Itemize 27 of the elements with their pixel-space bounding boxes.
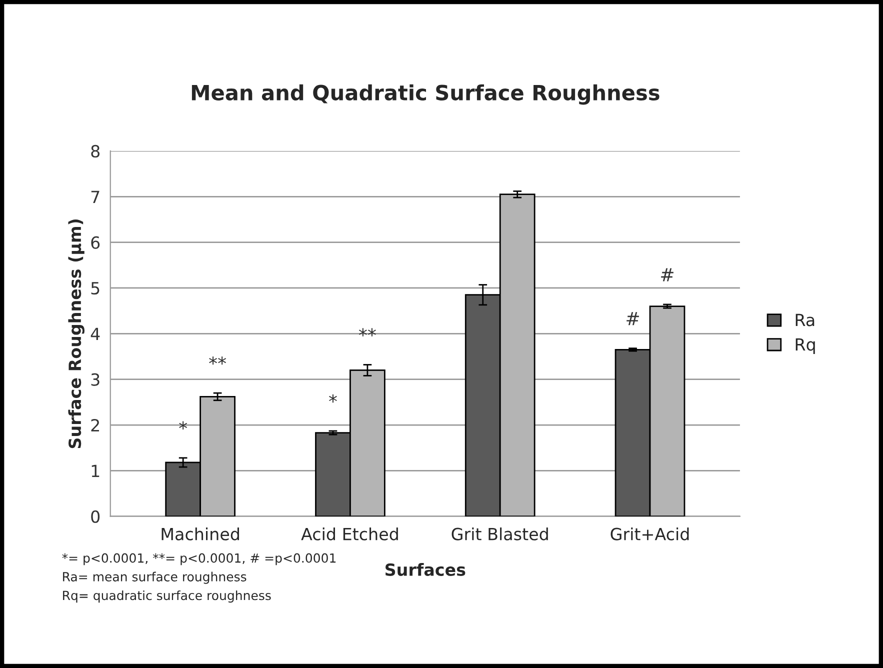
x-tick-label: Grit Blasted [452,527,548,540]
y-tick-label: 8 [91,144,100,158]
legend-label: Rq [796,338,815,354]
x-tick-label: Acid Etched [301,527,398,540]
text: *= p<0.0001, **= p<0.0001, # =p<0.0001 [62,553,336,566]
annotation: * [329,394,337,403]
y-tick-label: 7 [91,190,100,203]
y-tick-label: 0 [91,510,100,523]
annotation: ** [209,356,226,365]
y-tick-label: 2 [91,418,99,432]
text: Ra= mean surface roughness [63,572,246,584]
annotation: ** [358,328,376,336]
annotation: # [626,312,639,326]
y-tick-label: 1 [92,464,100,478]
y-axis-title: Surface Roughness (µm) [68,220,84,448]
x-axis-title: Surfaces [386,563,466,576]
chart-title: Mean and Quadratic Surface Roughness [192,84,660,105]
annotation: # [661,268,674,282]
text: Rq= quadratic surface roughness [63,590,271,603]
y-tick-label: 4 [90,328,100,340]
y-tick-label: 6 [91,236,100,249]
x-tick-label: Machined [162,527,239,540]
y-tick-label: 5 [91,282,100,295]
legend-label: Ra [796,314,814,326]
y-tick-label: 3 [91,373,100,386]
x-tick-label: Grit+Acid [610,527,689,540]
annotation: * [179,421,188,430]
